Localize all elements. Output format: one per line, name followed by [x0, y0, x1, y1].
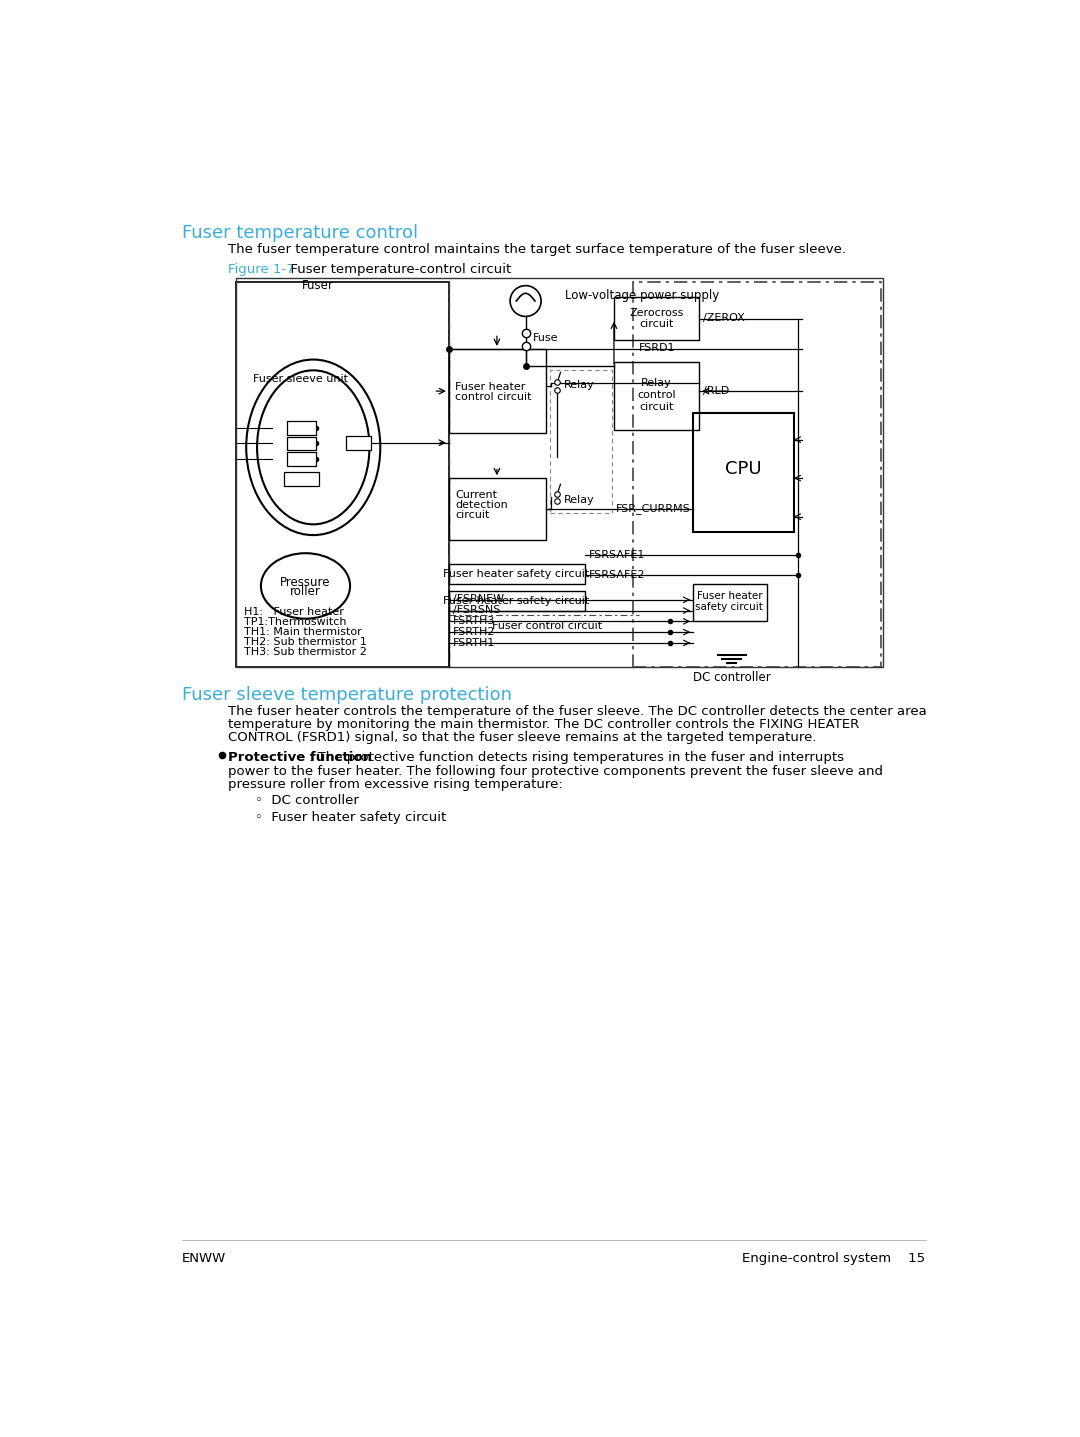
Text: TH2: Sub thermistor 1: TH2: Sub thermistor 1	[243, 637, 366, 647]
Bar	[449, 563, 584, 583]
Bar	[693, 583, 767, 621]
Text: Protective function: Protective function	[228, 752, 372, 764]
Text: H1: H1	[295, 474, 309, 484]
Text: Fuser sleeve temperature protection: Fuser sleeve temperature protection	[181, 685, 512, 704]
Text: pressure roller from excessive rising temperature:: pressure roller from excessive rising te…	[228, 777, 563, 790]
Text: Fuser heater: Fuser heater	[697, 591, 762, 601]
Text: ◦  DC controller: ◦ DC controller	[255, 793, 359, 806]
Text: DC controller: DC controller	[693, 671, 771, 684]
Text: TH1: TH1	[292, 422, 312, 433]
Text: Fuser temperature control: Fuser temperature control	[181, 224, 418, 241]
Bar	[449, 479, 545, 540]
Text: Zerocross: Zerocross	[630, 308, 684, 318]
Text: Fuser heater: Fuser heater	[455, 382, 526, 392]
Text: circuit: circuit	[455, 510, 489, 520]
Text: Fuser heater safety circuit: Fuser heater safety circuit	[443, 595, 590, 605]
Text: /FSRNEW: /FSRNEW	[453, 595, 504, 605]
Text: TP1:Thermoswitch: TP1:Thermoswitch	[243, 616, 346, 627]
Bar	[346, 435, 370, 450]
Text: Relay: Relay	[642, 378, 672, 388]
Text: Fuser control circuit: Fuser control circuit	[491, 621, 602, 631]
Text: temperature by monitoring the main thermistor. The DC controller controls the FI: temperature by monitoring the main therm…	[228, 718, 860, 731]
Text: control circuit: control circuit	[455, 392, 531, 402]
Text: power to the fuser heater. The following four protective components prevent the : power to the fuser heater. The following…	[228, 764, 883, 777]
Text: Low-voltage power supply: Low-voltage power supply	[565, 289, 719, 302]
Text: FSRSAFE1: FSRSAFE1	[589, 550, 645, 560]
Text: : The protective function detects rising temperatures in the fuser and interrupt: : The protective function detects rising…	[309, 752, 845, 764]
Text: Figure 1-7: Figure 1-7	[228, 263, 295, 276]
Bar	[235, 282, 449, 667]
Text: safety circuit: safety circuit	[696, 602, 764, 612]
Text: Fuser temperature-control circuit: Fuser temperature-control circuit	[282, 263, 512, 276]
Bar	[287, 421, 316, 435]
Text: Relay: Relay	[564, 381, 594, 391]
Bar	[287, 437, 316, 450]
Text: FSR_CURRMS: FSR_CURRMS	[616, 503, 690, 514]
Text: The fuser temperature control maintains the target surface temperature of the fu: The fuser temperature control maintains …	[228, 243, 846, 256]
Text: ◦  Fuser heater safety circuit: ◦ Fuser heater safety circuit	[255, 810, 446, 823]
Ellipse shape	[261, 553, 350, 619]
Bar	[449, 591, 584, 611]
Text: TH3: Sub thermistor 2: TH3: Sub thermistor 2	[243, 647, 366, 657]
Bar	[287, 453, 316, 466]
Text: detection: detection	[455, 500, 508, 510]
Ellipse shape	[257, 371, 369, 525]
Bar	[613, 362, 699, 430]
Text: roller: roller	[291, 585, 321, 598]
Text: circuit: circuit	[639, 319, 674, 329]
Text: Fuser: Fuser	[301, 279, 334, 293]
Text: Fuse: Fuse	[534, 333, 558, 343]
Text: Pressure: Pressure	[280, 576, 330, 589]
Text: FSRTH2: FSRTH2	[453, 627, 496, 637]
Text: The fuser heater controls the temperature of the fuser sleeve. The DC controller: The fuser heater controls the temperatur…	[228, 706, 927, 718]
Text: Relay: Relay	[564, 496, 594, 504]
Text: TH3: TH3	[292, 453, 312, 463]
Text: ENWW: ENWW	[181, 1252, 226, 1265]
Bar	[693, 412, 794, 532]
Text: FSRSAFE2: FSRSAFE2	[589, 569, 645, 579]
Text: Fuser sleeve unit: Fuser sleeve unit	[253, 374, 348, 384]
Text: control: control	[637, 389, 676, 399]
Bar	[284, 471, 320, 486]
Bar	[449, 349, 545, 434]
Bar	[613, 297, 699, 339]
Text: Current: Current	[455, 490, 497, 500]
Text: circuit: circuit	[639, 401, 674, 411]
Text: FSRD1: FSRD1	[638, 343, 675, 354]
Text: Fuser heater safety circuit: Fuser heater safety circuit	[443, 569, 590, 579]
Text: Engine-control system    15: Engine-control system 15	[742, 1252, 926, 1265]
Text: H1:   Fuser heater: H1: Fuser heater	[243, 606, 343, 616]
Text: TH2: TH2	[292, 438, 312, 448]
Bar	[633, 282, 881, 667]
Text: FSRTH1: FSRTH1	[453, 638, 495, 648]
Text: CPU: CPU	[725, 460, 761, 479]
Text: CONTROL (FSRD1) signal, so that the fuser sleeve remains at the targeted tempera: CONTROL (FSRD1) signal, so that the fuse…	[228, 731, 816, 744]
Text: TH1: Main thermistor: TH1: Main thermistor	[243, 627, 361, 637]
Text: /ZEROX: /ZEROX	[703, 313, 745, 322]
Text: TP1: TP1	[349, 438, 368, 448]
Text: FSRTH3: FSRTH3	[453, 616, 495, 627]
Text: /FSRSNS: /FSRSNS	[453, 605, 500, 615]
Bar	[235, 277, 882, 667]
Text: /RLD: /RLD	[703, 385, 729, 395]
Bar	[550, 371, 611, 513]
